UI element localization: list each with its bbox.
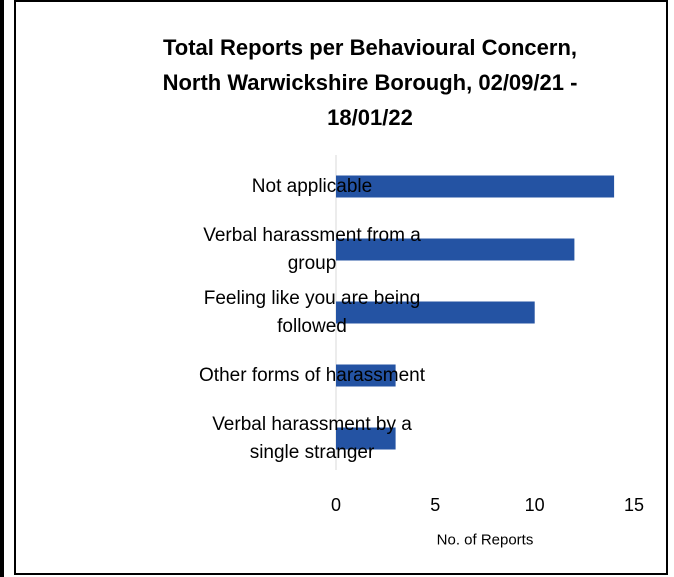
bar — [336, 364, 396, 387]
x-tick-label: 0 — [331, 495, 341, 515]
bar — [336, 427, 396, 450]
category-tick-label: Verbal harassment from a — [203, 225, 421, 246]
x-tick-label: 5 — [430, 495, 440, 515]
left-edge-line — [0, 0, 4, 577]
x-tick-label: 10 — [525, 495, 545, 515]
category-tick-label: Not applicable — [252, 176, 372, 197]
bar — [336, 175, 615, 198]
chart-frame — [14, 0, 668, 575]
category-tick-label: Verbal harassment by a — [212, 414, 412, 435]
chart-title-line: North Warwickshire Borough, 02/09/21 - — [162, 70, 578, 95]
category-tick-label: Feeling like you are being — [204, 288, 421, 309]
category-tick-label: group — [288, 253, 337, 274]
bar — [336, 238, 575, 261]
x-axis-label: No. of Reports — [437, 532, 534, 549]
x-tick-label: 15 — [624, 495, 644, 515]
chart-title-line: Total Reports per Behavioural Concern, — [162, 35, 577, 60]
category-tick-label: Other forms of harassment — [199, 365, 426, 386]
category-tick-label: followed — [277, 316, 347, 337]
chart-title: Total Reports per Behavioural Concern, N… — [120, 30, 620, 135]
bar — [336, 301, 535, 324]
category-tick-label: single stranger — [250, 442, 375, 463]
chart-title-line: 18/01/22 — [327, 105, 413, 130]
